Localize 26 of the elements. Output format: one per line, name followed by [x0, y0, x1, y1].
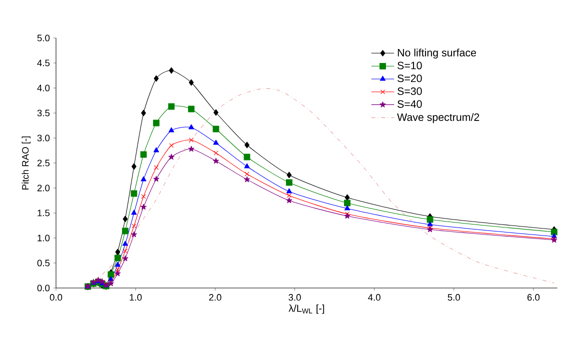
y-tick-label: 1.0	[38, 234, 50, 242]
x-tick-label: 0.0	[50, 294, 62, 301]
y-tick-label: 4.5	[37, 60, 50, 66]
y-tick-label: 3.0	[37, 134, 50, 142]
legend-label: S=40	[398, 100, 422, 108]
legend-label: No lifting surface	[398, 48, 476, 59]
legend-label: S=20	[398, 74, 422, 82]
legend-label: S=30	[398, 87, 422, 95]
x-tick-label: 6.0	[527, 294, 540, 301]
x-tick-label: 1.0	[130, 294, 142, 301]
x-tick-label: 2.0	[209, 294, 222, 301]
y-tick-label: 4.0	[37, 84, 50, 92]
x-axis-title: λ/L$_{WL}$ [-]	[288, 304, 324, 314]
y-tick-label: 2.5	[37, 160, 50, 166]
x-tick-label: 4.0	[368, 294, 380, 301]
legend-label: Wave spectrum/2	[397, 113, 480, 124]
y-tick-label: 2.0	[37, 184, 50, 192]
y-axis-title: Pitch RAO [-]	[22, 136, 31, 190]
y-tick-label: 0.5	[37, 260, 50, 266]
y-tick-label: 1.5	[38, 210, 50, 216]
x-tick-label: 3.0	[288, 294, 301, 301]
y-tick-label: 5.0	[37, 34, 50, 42]
y-tick-label: 3.5	[37, 110, 50, 116]
x-tick-label: 5.0	[448, 294, 460, 301]
y-tick-label: 0.0	[37, 284, 50, 292]
legend-label: S=10	[398, 62, 422, 70]
